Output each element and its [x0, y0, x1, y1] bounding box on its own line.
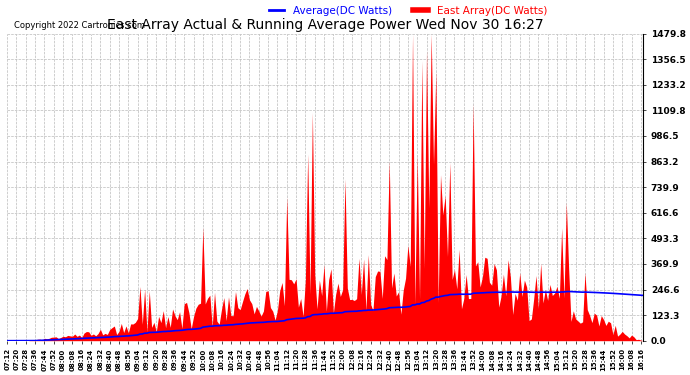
Text: Copyright 2022 Cartronics.com: Copyright 2022 Cartronics.com [14, 21, 144, 30]
Legend: Average(DC Watts), East Array(DC Watts): Average(DC Watts), East Array(DC Watts) [264, 2, 551, 20]
Title: East Array Actual & Running Average Power Wed Nov 30 16:27: East Array Actual & Running Average Powe… [107, 18, 544, 33]
